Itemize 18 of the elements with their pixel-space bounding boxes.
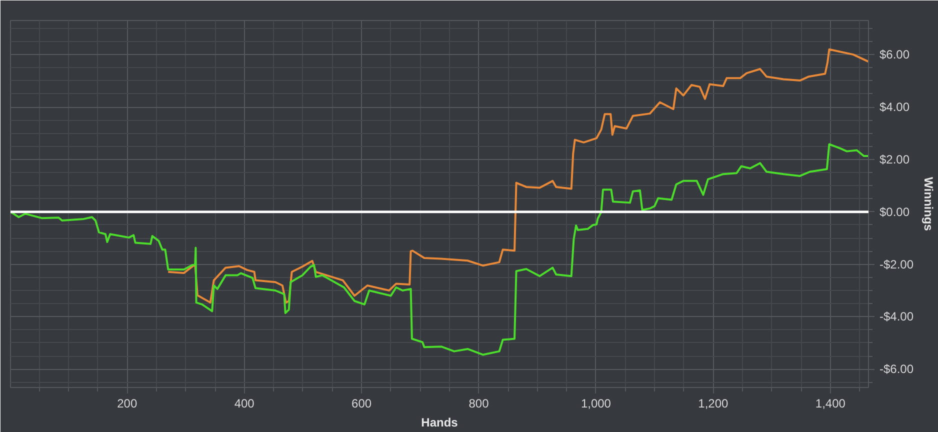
y-axis-title: Winnings: [922, 177, 936, 232]
x-tick-label: 600: [352, 396, 372, 410]
x-tick-label: 1,200: [698, 396, 729, 410]
y-tick-label: $0.00: [880, 204, 910, 219]
y-tick-label: $6.00: [880, 48, 910, 62]
x-tick-label: 1,400: [815, 396, 846, 410]
x-tick-label: 800: [468, 396, 490, 410]
x-tick-label: 400: [234, 396, 255, 410]
line-series: [167, 48, 868, 304]
x-axis-title: Hands: [421, 416, 458, 430]
y-tick-label: -$2.00: [880, 257, 914, 272]
y-tick-label: -$4.00: [880, 310, 914, 324]
line-series: [10, 143, 868, 356]
y-tick-label: -$6.00: [880, 362, 914, 376]
x-tick-label: 200: [117, 396, 138, 410]
y-tick-label: $4.00: [880, 100, 910, 114]
y-tick-label: $2.00: [880, 152, 910, 166]
x-tick-label: 1,000: [580, 396, 612, 410]
